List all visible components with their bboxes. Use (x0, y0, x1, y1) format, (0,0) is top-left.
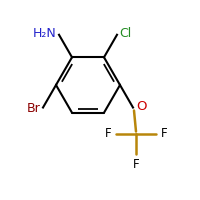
Text: O: O (136, 100, 146, 113)
Text: H₂N: H₂N (32, 27, 56, 40)
Text: F: F (104, 127, 111, 140)
Text: Cl: Cl (119, 27, 131, 40)
Text: F: F (161, 127, 168, 140)
Text: Br: Br (27, 102, 41, 115)
Text: F: F (133, 158, 139, 171)
